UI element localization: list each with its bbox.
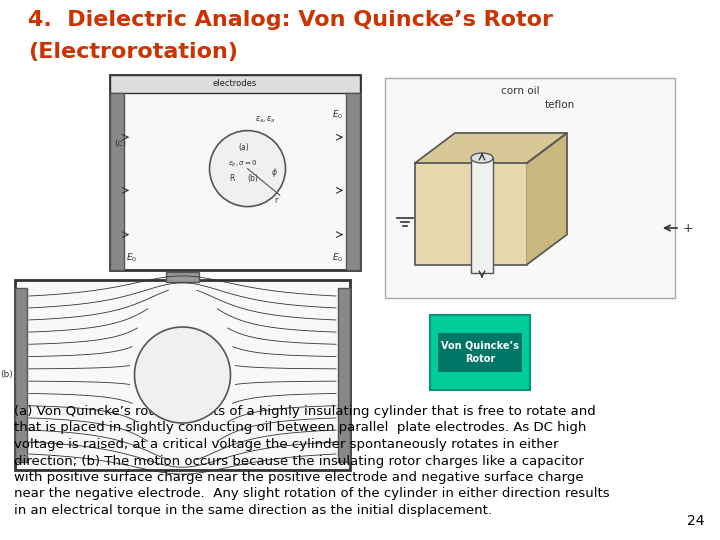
- Text: $E_0$: $E_0$: [332, 109, 343, 122]
- Circle shape: [135, 327, 230, 423]
- Text: direction; (b) The motion occurs because the insulating rotor charges like a cap: direction; (b) The motion occurs because…: [14, 455, 584, 468]
- Bar: [438, 333, 522, 372]
- Polygon shape: [415, 133, 567, 163]
- Text: (a): (a): [238, 143, 249, 152]
- Text: (b): (b): [0, 370, 13, 380]
- Text: in an electrical torque in the same direction as the initial displacement.: in an electrical torque in the same dire…: [14, 504, 492, 517]
- Text: teflon: teflon: [544, 100, 575, 110]
- Text: (b): (b): [247, 174, 258, 183]
- Bar: [110, 75, 360, 270]
- Bar: [110, 93, 124, 270]
- Text: voltage is raised, at a critical voltage the cylinder spontaneously rotates in e: voltage is raised, at a critical voltage…: [14, 438, 559, 451]
- Text: 4.  Dielectric Analog: Von Quincke’s Rotor: 4. Dielectric Analog: Von Quincke’s Roto…: [28, 10, 553, 30]
- Bar: [471, 158, 493, 273]
- Text: $\varepsilon_b,\sigma=0$: $\varepsilon_b,\sigma=0$: [228, 159, 257, 168]
- Bar: [338, 288, 350, 462]
- Text: that is placed in slightly conducting oil between parallel  plate electrodes. As: that is placed in slightly conducting oi…: [14, 422, 586, 435]
- Text: corn oil: corn oil: [501, 86, 539, 96]
- Text: 24: 24: [688, 514, 705, 528]
- Text: $E_0$: $E_0$: [332, 252, 343, 264]
- Text: with positive surface charge near the positive electrode and negative surface ch: with positive surface charge near the po…: [14, 471, 584, 484]
- Ellipse shape: [471, 153, 493, 163]
- Bar: [415, 163, 527, 265]
- Text: (a) Von Quincke’s rotor consists of a highly insulating cylinder that is free to: (a) Von Quincke’s rotor consists of a hi…: [14, 405, 595, 418]
- Text: $E_0$: $E_0$: [126, 252, 138, 264]
- Bar: [385, 78, 675, 298]
- Text: r: r: [274, 197, 278, 205]
- Text: (c): (c): [114, 139, 126, 148]
- Bar: [15, 288, 27, 462]
- Text: electrodes: electrodes: [213, 79, 257, 89]
- Polygon shape: [527, 133, 567, 265]
- Bar: [15, 280, 350, 470]
- Bar: [430, 315, 530, 390]
- Bar: [110, 75, 360, 93]
- Text: $\phi$: $\phi$: [271, 166, 277, 179]
- Text: Von Quincke’s
Rotor: Von Quincke’s Rotor: [441, 341, 519, 364]
- Text: $\varepsilon_a, \varepsilon_a$: $\varepsilon_a, \varepsilon_a$: [255, 115, 276, 125]
- Circle shape: [210, 131, 286, 207]
- Text: near the negative electrode.  Any slight rotation of the cylinder in either dire: near the negative electrode. Any slight …: [14, 488, 610, 501]
- Text: R: R: [230, 173, 235, 183]
- Bar: [346, 93, 360, 270]
- Text: (Electrorotation): (Electrorotation): [28, 42, 238, 62]
- Bar: [166, 272, 199, 282]
- Text: +: +: [683, 221, 693, 234]
